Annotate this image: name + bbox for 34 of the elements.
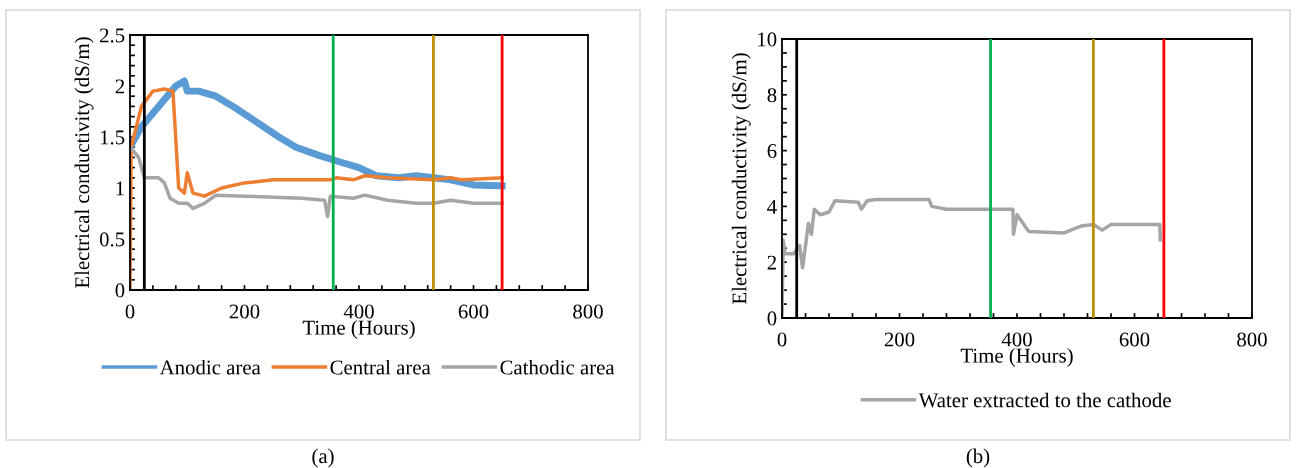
y-tick-label: 1 bbox=[116, 181, 124, 196]
y-tick-label: 10 bbox=[758, 32, 777, 47]
y-tick-label: 0 bbox=[115, 283, 125, 298]
legend-label: Anodic area bbox=[159, 359, 261, 375]
y-tick-label: 2 bbox=[115, 79, 124, 94]
y-tick-label: 6 bbox=[767, 144, 777, 159]
y-tick-label: 2 bbox=[767, 255, 776, 270]
x-tick-label: 800 bbox=[1237, 332, 1267, 347]
x-tick-label: 800 bbox=[573, 304, 603, 319]
x-axis-title: Time (Hours) bbox=[960, 348, 1073, 367]
y-tick-label: 4 bbox=[767, 199, 777, 214]
y-tick-label: 2.5 bbox=[100, 28, 125, 43]
y-axis-title: Electrical conductivity (dS/m) bbox=[74, 37, 94, 289]
x-axis-title: Time (Hours) bbox=[302, 320, 415, 339]
x-tick-label: 400 bbox=[1001, 332, 1032, 347]
line-series bbox=[782, 197, 1163, 318]
x-tick-label: 0 bbox=[777, 332, 787, 347]
x-tick-label: 600 bbox=[1119, 332, 1150, 347]
x-tick-label: 200 bbox=[884, 332, 915, 347]
y-tick-label: 1.5 bbox=[100, 130, 125, 145]
y-axis-title: Electrical conductivity (dS/m) bbox=[731, 53, 751, 305]
y-tick-label: 8 bbox=[767, 88, 777, 103]
x-tick-label: 400 bbox=[343, 304, 374, 319]
text: (a) bbox=[312, 448, 334, 468]
text: (b) bbox=[966, 448, 990, 468]
y-tick-label: 0.5 bbox=[99, 232, 125, 247]
legend-label: Central area bbox=[330, 359, 431, 375]
line-series bbox=[130, 87, 504, 290]
legend-label: Cathodic area bbox=[500, 359, 615, 375]
legend-label: Water extracted to the cathode bbox=[918, 392, 1171, 408]
x-tick-label: 0 bbox=[125, 304, 135, 319]
x-tick-label: 600 bbox=[458, 304, 489, 319]
line-series bbox=[130, 145, 504, 219]
x-tick-label: 200 bbox=[229, 304, 260, 319]
